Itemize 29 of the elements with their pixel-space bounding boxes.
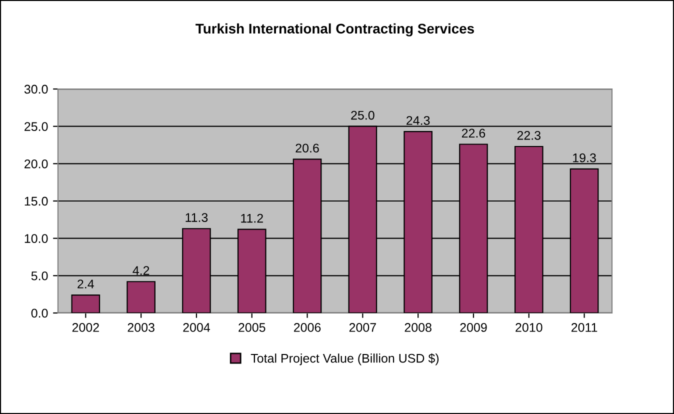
data-label: 24.3	[406, 116, 430, 125]
data-label: 22.6	[462, 128, 486, 138]
y-tick-label: 30.0	[24, 84, 48, 94]
x-tick-label: 2002	[72, 323, 99, 332]
legend-label: Total Project Value (Billion USD $)	[250, 353, 439, 366]
x-tick-label: 2011	[571, 323, 598, 332]
x-tick-label: 2009	[460, 323, 487, 332]
chart-title: Turkish International Contracting Services	[196, 23, 474, 36]
y-tick-label: 10.0	[24, 234, 48, 243]
data-label: 19.3	[573, 153, 596, 162]
data-label: 25.0	[351, 110, 374, 120]
x-tick-label: 2010	[516, 323, 542, 332]
x-tick-label: 2003	[128, 323, 154, 332]
x-tick-label: 2006	[294, 323, 321, 332]
x-tick-label: 2007	[349, 323, 376, 332]
y-tick-label: 5.0	[31, 271, 48, 280]
data-label: 2.4	[78, 280, 94, 288]
y-tick-label: 0.0	[31, 308, 48, 318]
y-tick-label: 25.0	[24, 122, 48, 131]
data-label: 11.2	[241, 214, 263, 223]
data-label: 20.6	[296, 144, 319, 153]
data-label: 22.3	[517, 131, 541, 140]
data-label: 11.3	[186, 213, 208, 222]
y-tick-label: 15.0	[24, 196, 48, 206]
x-tick-label: 2004	[183, 323, 210, 332]
data-label: 4.2	[132, 266, 150, 275]
x-tick-label: 2008	[404, 323, 432, 332]
x-tick-label: 2005	[238, 323, 266, 332]
y-tick-label: 20.0	[24, 159, 48, 168]
